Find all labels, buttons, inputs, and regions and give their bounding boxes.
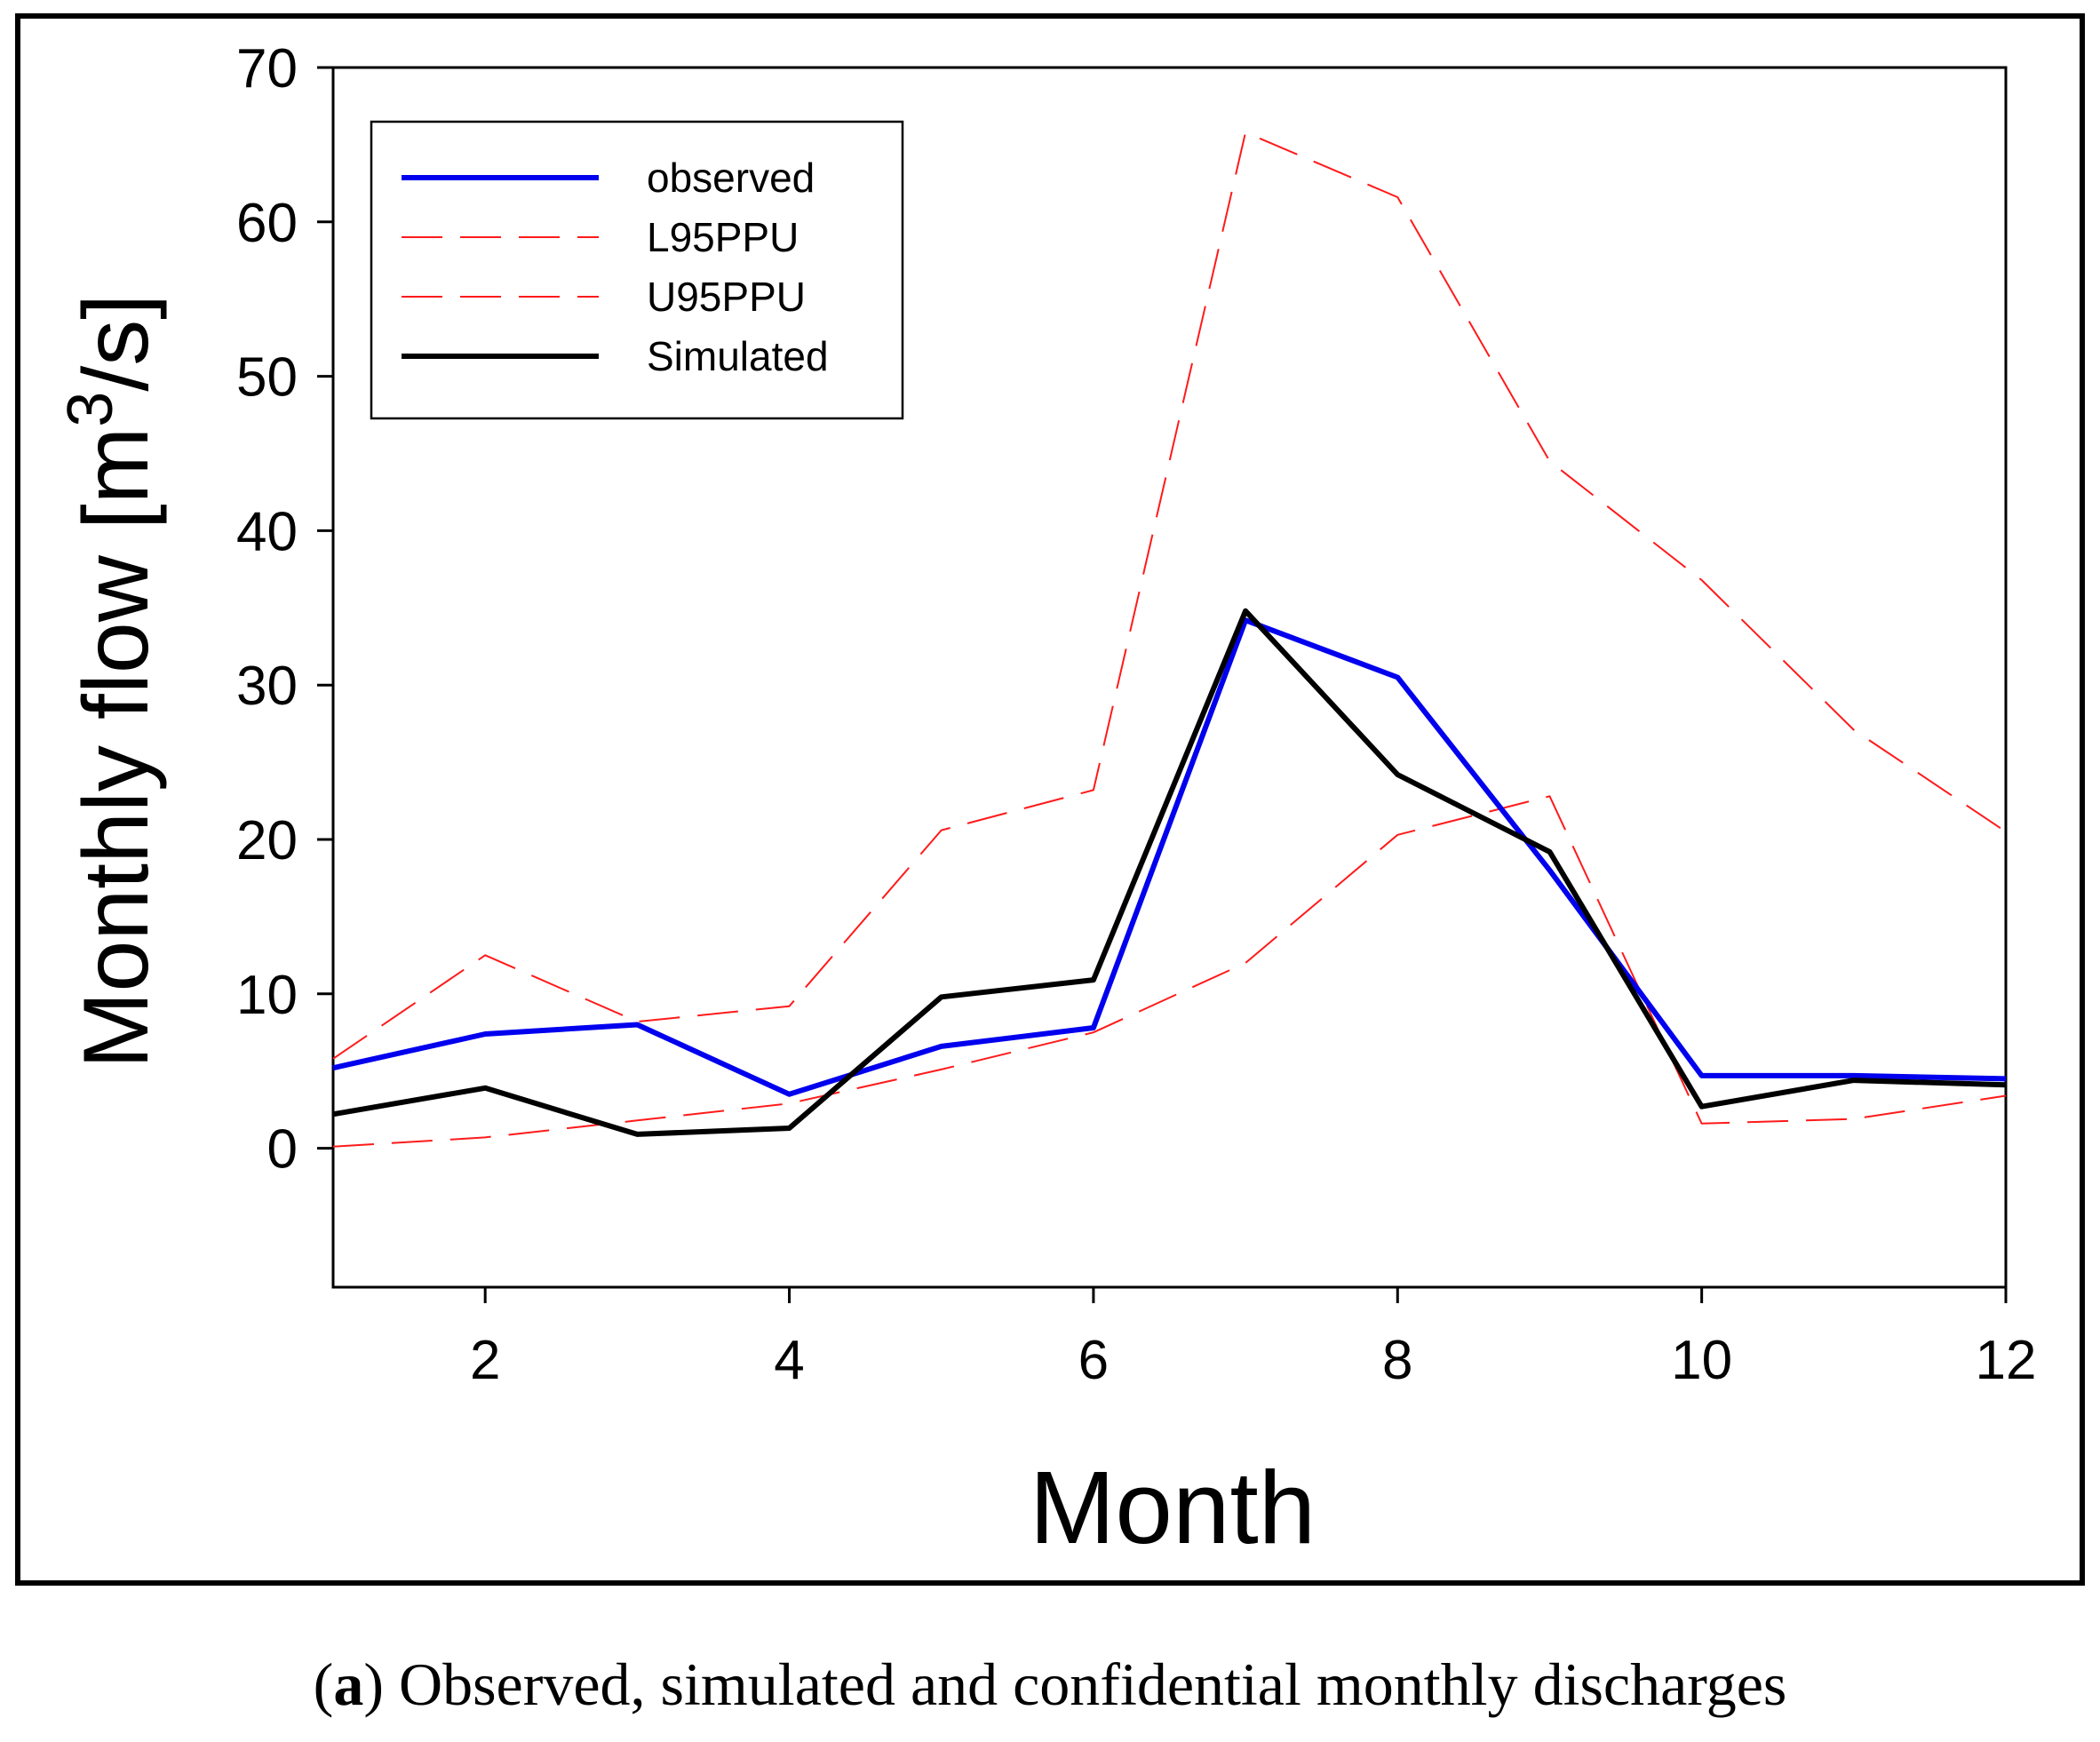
legend-box <box>370 120 904 420</box>
y-tick-label: 50 <box>236 347 298 409</box>
series-lines <box>332 131 2007 1148</box>
y-tick-label: 20 <box>236 810 298 871</box>
legend: observed L95PPU U95PPU Simulated <box>370 120 904 420</box>
legend-label-simulated: Simulated <box>647 333 829 379</box>
x-tick-label: 10 <box>1671 1330 1732 1391</box>
x-tick-label: 12 <box>1976 1330 2037 1391</box>
y-axis-title-superscript: 3 <box>55 392 126 427</box>
legend-label-l95ppu: L95PPU <box>647 214 799 260</box>
y-tick-label: 0 <box>267 1119 298 1181</box>
y-axis-title-main: Monthly flow [m <box>65 427 168 1069</box>
caption-label: a <box>333 1651 363 1718</box>
y-tick-label: 60 <box>236 193 298 254</box>
y-tick-label: 40 <box>236 501 298 562</box>
y-tick-label: 30 <box>236 656 298 717</box>
y-axis-ticks: 0 10 20 30 40 50 60 70 <box>236 38 333 1181</box>
plot-area <box>331 66 2008 1289</box>
y-axis-title: Monthly flow [m3/s] <box>55 294 168 1069</box>
x-tick-label: 2 <box>470 1330 500 1391</box>
series-line-observed <box>332 617 2007 1097</box>
y-tick-label: 10 <box>236 965 298 1026</box>
x-tick-label: 8 <box>1382 1330 1412 1391</box>
figure-frame <box>15 13 2085 1586</box>
caption-open-paren: ( <box>314 1651 334 1718</box>
x-tick-label: 4 <box>774 1330 804 1391</box>
y-tick-label: 70 <box>236 38 298 99</box>
series-line-u95ppu <box>332 131 2007 1060</box>
legend-label-observed: observed <box>647 155 815 201</box>
x-axis-ticks: 2 4 6 8 10 12 <box>470 1287 2037 1391</box>
caption-close-paren: ) <box>363 1651 399 1718</box>
figure-caption: (a) Observed, simulated and confidential… <box>314 1651 1787 1718</box>
y-axis-title-suffix: /s] <box>65 294 168 392</box>
series-line-l95ppu <box>332 795 2007 1148</box>
x-axis-title: Month <box>1030 1450 1316 1565</box>
caption-text: Observed, simulated and confidential mon… <box>399 1651 1786 1718</box>
legend-label-u95ppu: U95PPU <box>647 274 806 320</box>
series-line-simulated <box>332 608 2007 1137</box>
x-tick-label: 6 <box>1078 1330 1109 1391</box>
